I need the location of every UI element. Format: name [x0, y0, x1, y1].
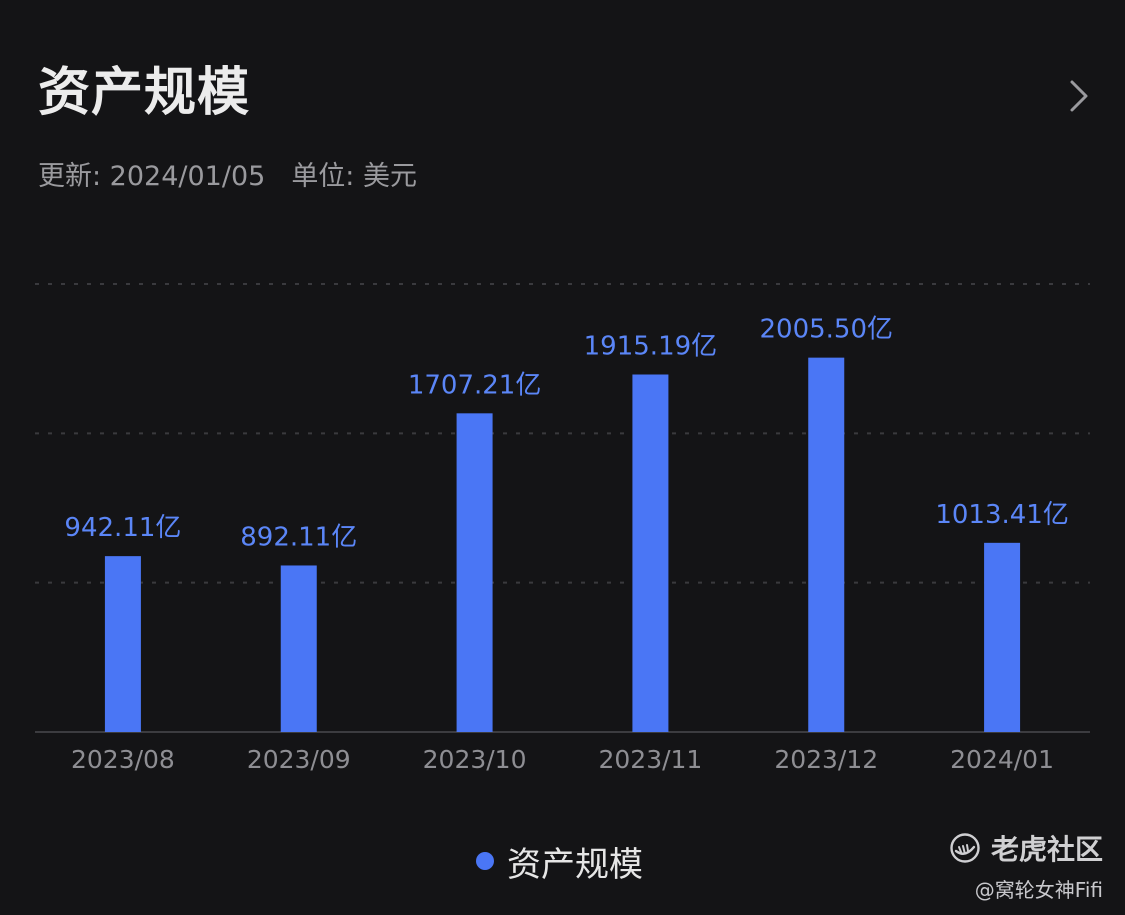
bar: [984, 542, 1021, 732]
bar: [456, 413, 493, 732]
data-label: 1013.41亿: [935, 500, 1069, 530]
legend-swatch: [476, 852, 494, 870]
data-label: 942.11亿: [64, 513, 181, 543]
legend-label: 资产规模: [507, 844, 643, 885]
data-label: 892.11亿: [240, 522, 357, 552]
data-label: 1707.21亿: [408, 370, 542, 400]
x-tick-label: 2024/01: [950, 745, 1054, 774]
data-label: 1915.19亿: [584, 331, 718, 361]
watermark-brand: 老虎社区: [990, 833, 1103, 866]
page-title: 资产规模: [38, 63, 251, 123]
chevron-right-icon[interactable]: [1064, 76, 1094, 116]
chart-meta: 更新: 2024/01/05 单位: 美元: [38, 157, 417, 197]
x-tick-label: 2023/09: [247, 745, 351, 774]
chart-legend: 资产规模: [476, 836, 643, 886]
bar: [808, 357, 845, 732]
unit-label: 单位: 美元: [291, 161, 417, 192]
data-label: 2005.50亿: [759, 315, 893, 345]
tiger-logo-icon: [950, 833, 980, 863]
bar: [632, 374, 669, 732]
bar: [104, 556, 141, 732]
watermark: 老虎社区: [949, 828, 1103, 868]
watermark-user: @窝轮女神Fifi: [974, 878, 1103, 902]
x-tick-label: 2023/12: [774, 745, 878, 774]
x-tick-label: 2023/08: [71, 745, 175, 774]
x-tick-label: 2023/10: [423, 745, 527, 774]
update-date: 更新: 2024/01/05: [38, 161, 266, 192]
bar: [280, 565, 317, 732]
x-tick-label: 2023/11: [598, 745, 702, 774]
